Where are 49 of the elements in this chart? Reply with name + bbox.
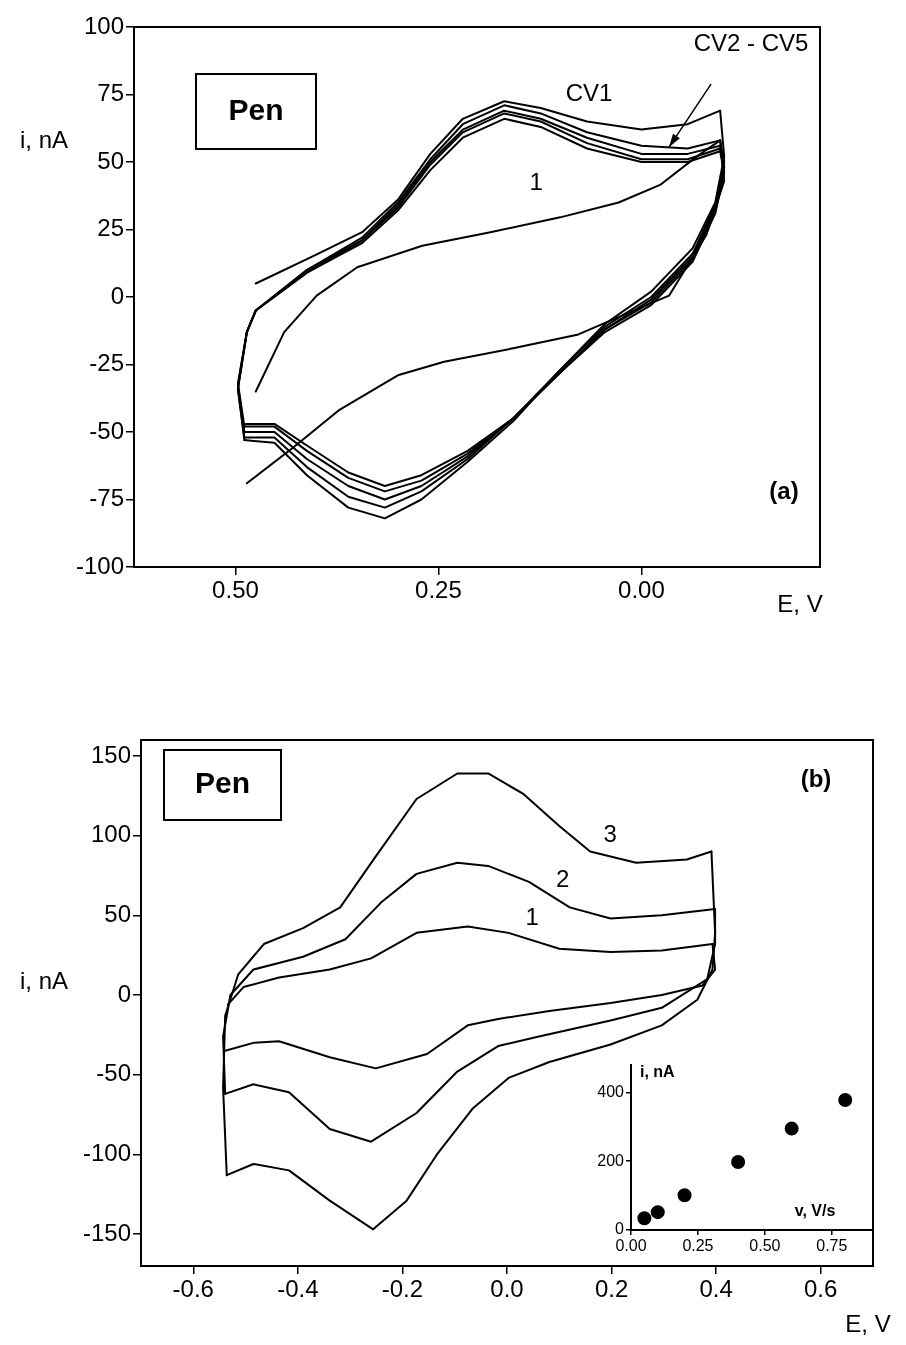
y-tick-label: -25 bbox=[89, 349, 124, 377]
x-tick-label: 0.25 bbox=[415, 576, 462, 604]
x-tick-label: 0.75 bbox=[816, 1237, 848, 1255]
y-tick-label: 150 bbox=[90, 740, 131, 768]
x-tick-label: 0.6 bbox=[804, 1275, 838, 1303]
y-tick-label: -100 bbox=[82, 1139, 131, 1167]
y-axis-title: i, nA bbox=[640, 1063, 676, 1081]
x-tick-label: 0.0 bbox=[490, 1275, 524, 1303]
x-tick-label: 0.2 bbox=[594, 1275, 629, 1303]
x-tick-label: -0.2 bbox=[381, 1275, 424, 1303]
series-label: 2 bbox=[556, 864, 570, 892]
y-tick-label: 200 bbox=[597, 1151, 625, 1169]
x-tick-label: 0.50 bbox=[749, 1237, 781, 1255]
text: Pen bbox=[194, 766, 251, 800]
x-tick-label: -0.6 bbox=[172, 1275, 214, 1303]
y-tick-label: 100 bbox=[83, 11, 124, 39]
y-tick-label: 400 bbox=[597, 1082, 625, 1100]
y-tick-label: 0 bbox=[615, 1220, 625, 1238]
y-tick-label: 0 bbox=[117, 979, 131, 1007]
x-tick-label: 0.4 bbox=[699, 1275, 733, 1303]
annotation: (b) bbox=[800, 764, 832, 792]
series-label: 1 bbox=[525, 903, 539, 931]
y-axis-title: i, nA bbox=[20, 966, 69, 994]
y-tick-label: -75 bbox=[89, 484, 124, 512]
x-axis-title: E, V bbox=[777, 589, 823, 617]
text: Pen bbox=[228, 92, 284, 126]
y-tick-label: 50 bbox=[104, 899, 131, 927]
y-tick-label: 100 bbox=[90, 820, 131, 848]
y-tick-label: -50 bbox=[89, 416, 124, 444]
x-tick-label: 0.00 bbox=[615, 1237, 647, 1255]
y-tick-label: 0 bbox=[110, 281, 124, 309]
y-tick-label: -150 bbox=[82, 1218, 131, 1246]
x-tick-label: 0.00 bbox=[618, 576, 665, 604]
y-tick-label: -100 bbox=[75, 551, 124, 579]
x-axis-title: E, V bbox=[845, 1309, 891, 1337]
annotation: (a) bbox=[769, 476, 799, 504]
annotation: CV2 - CV5 bbox=[693, 28, 809, 56]
x-tick-label: -0.4 bbox=[277, 1275, 319, 1303]
y-tick-label: 50 bbox=[97, 146, 124, 174]
y-axis-title: i, nA bbox=[20, 125, 69, 153]
y-tick-label: -50 bbox=[96, 1059, 131, 1087]
y-tick-label: 25 bbox=[97, 214, 124, 242]
x-axis-title: v, V/s bbox=[794, 1202, 836, 1220]
y-tick-label: 75 bbox=[97, 79, 124, 107]
series-label: CV1 bbox=[565, 79, 613, 107]
series-label: 1 bbox=[529, 167, 543, 195]
x-tick-label: 0.50 bbox=[212, 576, 259, 604]
x-tick-label: 0.25 bbox=[682, 1237, 714, 1255]
series-label: 3 bbox=[603, 820, 617, 848]
